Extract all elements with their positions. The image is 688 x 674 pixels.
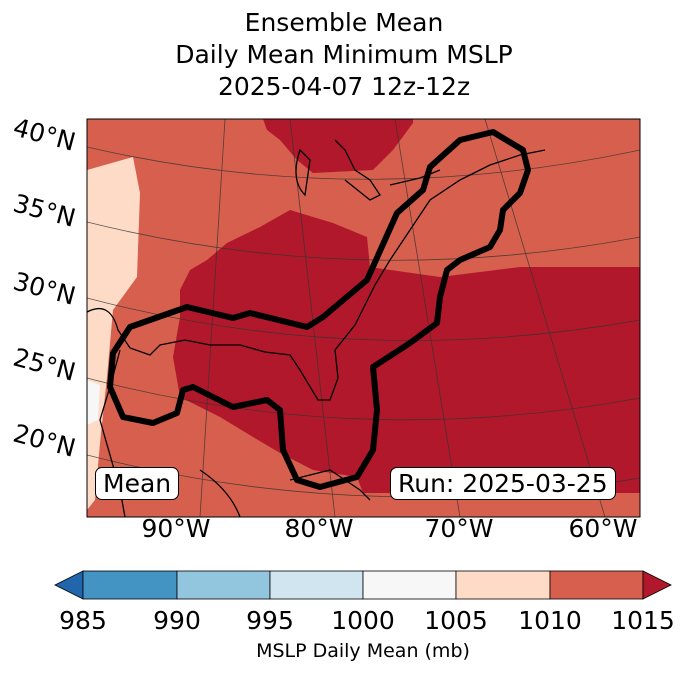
colorbar-tick: 1000 xyxy=(331,606,395,635)
colorbar-985 xyxy=(82,570,178,600)
colorbar-tick: 1015 xyxy=(611,606,675,635)
colorbar-over-arrow xyxy=(642,570,672,600)
colorbar-1000 xyxy=(362,570,457,600)
graticule xyxy=(87,119,640,517)
colorbar-tick: 1010 xyxy=(518,606,582,635)
colorbar-tick: 990 xyxy=(153,606,201,635)
colorbar-1005 xyxy=(455,570,551,600)
title-line-2: Daily Mean Minimum MSLP xyxy=(175,40,513,69)
colorbar-under-arrow xyxy=(54,570,84,600)
lon-label-80: 80°W xyxy=(284,514,354,543)
mean-label-box: Mean xyxy=(95,467,180,500)
run-date-box: Run: 2025-03-25 xyxy=(390,467,616,500)
colorbar-990 xyxy=(176,570,271,600)
map-frame xyxy=(86,118,641,518)
lon-label-90: 90°W xyxy=(141,514,211,543)
colorbar-tick: 985 xyxy=(59,606,107,635)
title-line-1: Ensemble Mean xyxy=(244,8,444,37)
lon-label-70: 70°W xyxy=(424,514,494,543)
colorbar-1010 xyxy=(549,570,644,600)
title-line-3: 2025-04-07 12z-12z xyxy=(217,72,471,101)
field-1000 xyxy=(87,380,100,425)
colorbar-label: MSLP Daily Mean (mb) xyxy=(256,640,470,662)
field-1015-south xyxy=(173,210,640,493)
field-1015-north xyxy=(263,119,413,173)
colorbar-tick: 1005 xyxy=(424,606,488,635)
colorbar-tick: 995 xyxy=(246,606,294,635)
colorbar-995 xyxy=(269,570,364,600)
colorbar xyxy=(54,570,672,600)
mean-contour xyxy=(107,129,531,490)
lon-label-60: 60°W xyxy=(568,514,638,543)
